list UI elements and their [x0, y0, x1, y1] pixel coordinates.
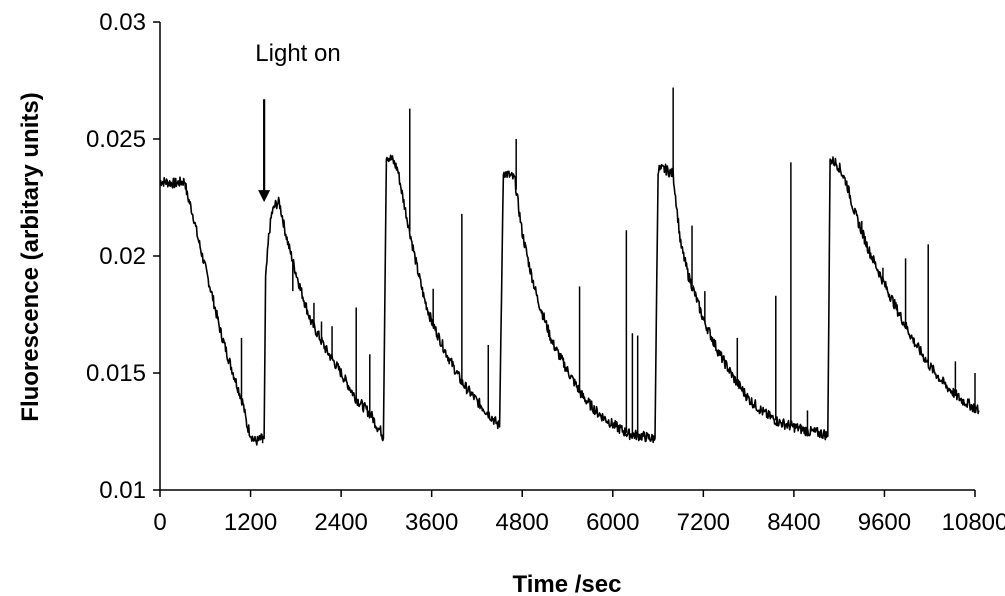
y-tick-label: 0.03 [99, 9, 146, 36]
y-tick-label: 0.02 [99, 243, 146, 270]
light-on-arrowhead [258, 190, 271, 203]
axis-labels: 0.01 0.015 0.02 0.025 0.03 0 1200 2400 3600 4800 6… [86, 9, 1005, 536]
y-tick-label: 0.015 [86, 360, 146, 387]
y-tick-label: 0.025 [86, 126, 146, 153]
light-on-annotation: Light on [255, 40, 340, 67]
x-tick-label: 6000 [586, 509, 639, 536]
plot-area [159, 87, 980, 446]
x-tick-label: 3600 [405, 509, 458, 536]
x-tick-label: 7200 [677, 509, 730, 536]
axes [153, 21, 976, 497]
x-tick-label: 2400 [314, 509, 367, 536]
x-tick-label: 9600 [858, 509, 911, 536]
x-axis-title: Time /sec [513, 571, 622, 596]
x-tick-label: 0 [153, 509, 166, 536]
fluorescence-series-line [159, 154, 980, 446]
y-axis-title: Fluorescence (arbitary units) [17, 92, 44, 421]
x-tick-label: 8400 [767, 509, 820, 536]
y-tick-label: 0.01 [99, 477, 146, 504]
x-tick-label: 10800 [942, 509, 1005, 536]
x-tick-label: 4800 [496, 509, 549, 536]
x-tick-label: 1200 [224, 509, 277, 536]
